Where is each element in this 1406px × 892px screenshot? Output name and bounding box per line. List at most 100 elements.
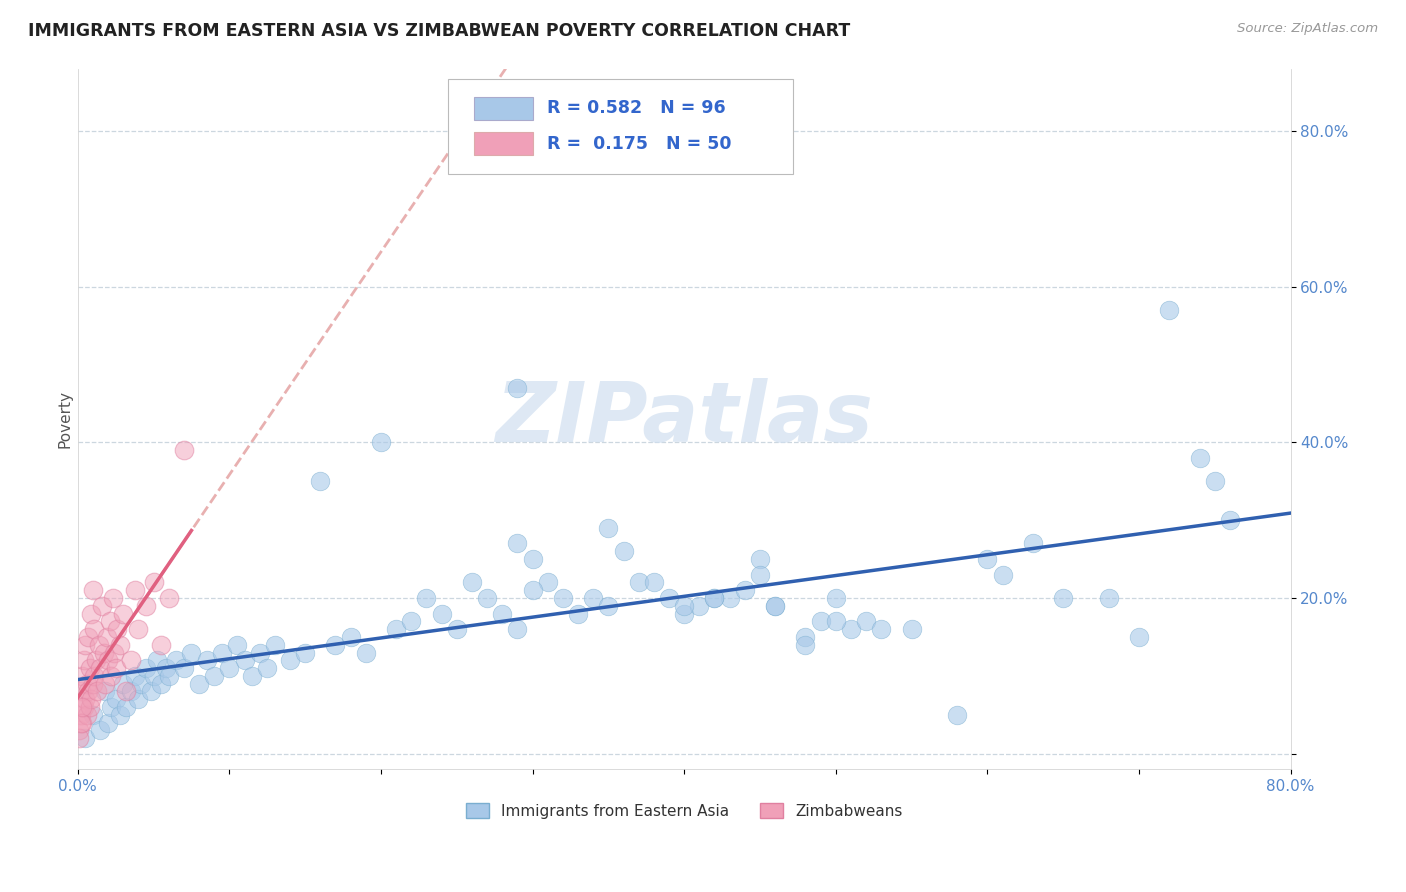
Point <box>77 630 100 644</box>
Point <box>491 607 513 621</box>
Point <box>127 622 149 636</box>
Point <box>401 615 423 629</box>
Point <box>385 622 408 636</box>
Point <box>124 669 146 683</box>
Point <box>157 669 180 683</box>
Bar <box>474 97 533 120</box>
Point <box>94 684 117 698</box>
Point <box>475 591 498 605</box>
Point <box>100 669 122 683</box>
Point <box>83 669 105 683</box>
Point <box>1128 630 1150 644</box>
Point <box>688 599 710 613</box>
Point <box>446 622 468 636</box>
Point <box>263 638 285 652</box>
Point <box>75 692 97 706</box>
Point <box>810 615 832 629</box>
Point <box>824 591 846 605</box>
Point <box>73 653 96 667</box>
Text: Source: ZipAtlas.com: Source: ZipAtlas.com <box>1237 22 1378 36</box>
Point <box>1188 450 1211 465</box>
Bar <box>474 132 533 154</box>
Point <box>537 575 560 590</box>
Point <box>506 536 529 550</box>
Point <box>370 435 392 450</box>
Point <box>105 622 128 636</box>
Point <box>1159 302 1181 317</box>
Point <box>188 676 211 690</box>
Text: ZIPatlas: ZIPatlas <box>495 378 873 459</box>
Point <box>108 638 131 652</box>
Point <box>211 646 233 660</box>
Point <box>461 575 484 590</box>
Point <box>309 474 332 488</box>
Point <box>855 615 877 629</box>
Text: IMMIGRANTS FROM EASTERN ASIA VS ZIMBABWEAN POVERTY CORRELATION CHART: IMMIGRANTS FROM EASTERN ASIA VS ZIMBABWE… <box>28 22 851 40</box>
Point <box>976 552 998 566</box>
Point <box>115 700 138 714</box>
Legend: Immigrants from Eastern Asia, Zimbabweans: Immigrants from Eastern Asia, Zimbabwean… <box>460 797 908 825</box>
Point <box>83 622 105 636</box>
Point <box>93 646 115 660</box>
Point <box>763 599 786 613</box>
Point <box>249 646 271 660</box>
Point <box>76 676 98 690</box>
Point <box>551 591 574 605</box>
Point <box>77 684 100 698</box>
Point <box>946 707 969 722</box>
Point <box>75 638 97 652</box>
Point <box>101 591 124 605</box>
Point <box>522 552 544 566</box>
Point <box>131 676 153 690</box>
Point <box>79 661 101 675</box>
Text: R = 0.582   N = 96: R = 0.582 N = 96 <box>547 99 725 117</box>
Point <box>135 661 157 675</box>
Point <box>506 381 529 395</box>
Point <box>135 599 157 613</box>
Point <box>824 615 846 629</box>
Y-axis label: Poverty: Poverty <box>58 390 72 448</box>
Point <box>627 575 650 590</box>
Point <box>94 676 117 690</box>
Point <box>69 715 91 730</box>
Point <box>522 583 544 598</box>
Point <box>839 622 862 636</box>
Point <box>73 700 96 714</box>
Point <box>120 684 142 698</box>
Point <box>658 591 681 605</box>
Point <box>900 622 922 636</box>
Point <box>157 591 180 605</box>
Point <box>98 615 121 629</box>
Point <box>139 684 162 698</box>
Point <box>82 676 104 690</box>
Point <box>108 707 131 722</box>
Point <box>145 653 167 667</box>
Point <box>67 731 90 746</box>
Point <box>256 661 278 675</box>
Point <box>794 638 817 652</box>
Point <box>763 599 786 613</box>
Point <box>80 692 103 706</box>
Point <box>72 700 94 714</box>
Point <box>582 591 605 605</box>
Point <box>103 646 125 660</box>
Point <box>86 684 108 698</box>
Point <box>1219 513 1241 527</box>
Point <box>91 599 114 613</box>
Point <box>96 630 118 644</box>
Point <box>112 607 135 621</box>
Point <box>82 583 104 598</box>
Point <box>415 591 437 605</box>
Point <box>104 692 127 706</box>
Point <box>89 661 111 675</box>
Point <box>643 575 665 590</box>
Point <box>142 669 165 683</box>
Point <box>339 630 361 644</box>
Point <box>749 567 772 582</box>
Point <box>142 575 165 590</box>
Point <box>598 521 620 535</box>
Text: R =  0.175   N = 50: R = 0.175 N = 50 <box>547 135 731 153</box>
Point <box>155 661 177 675</box>
Point <box>325 638 347 652</box>
Point <box>72 715 94 730</box>
